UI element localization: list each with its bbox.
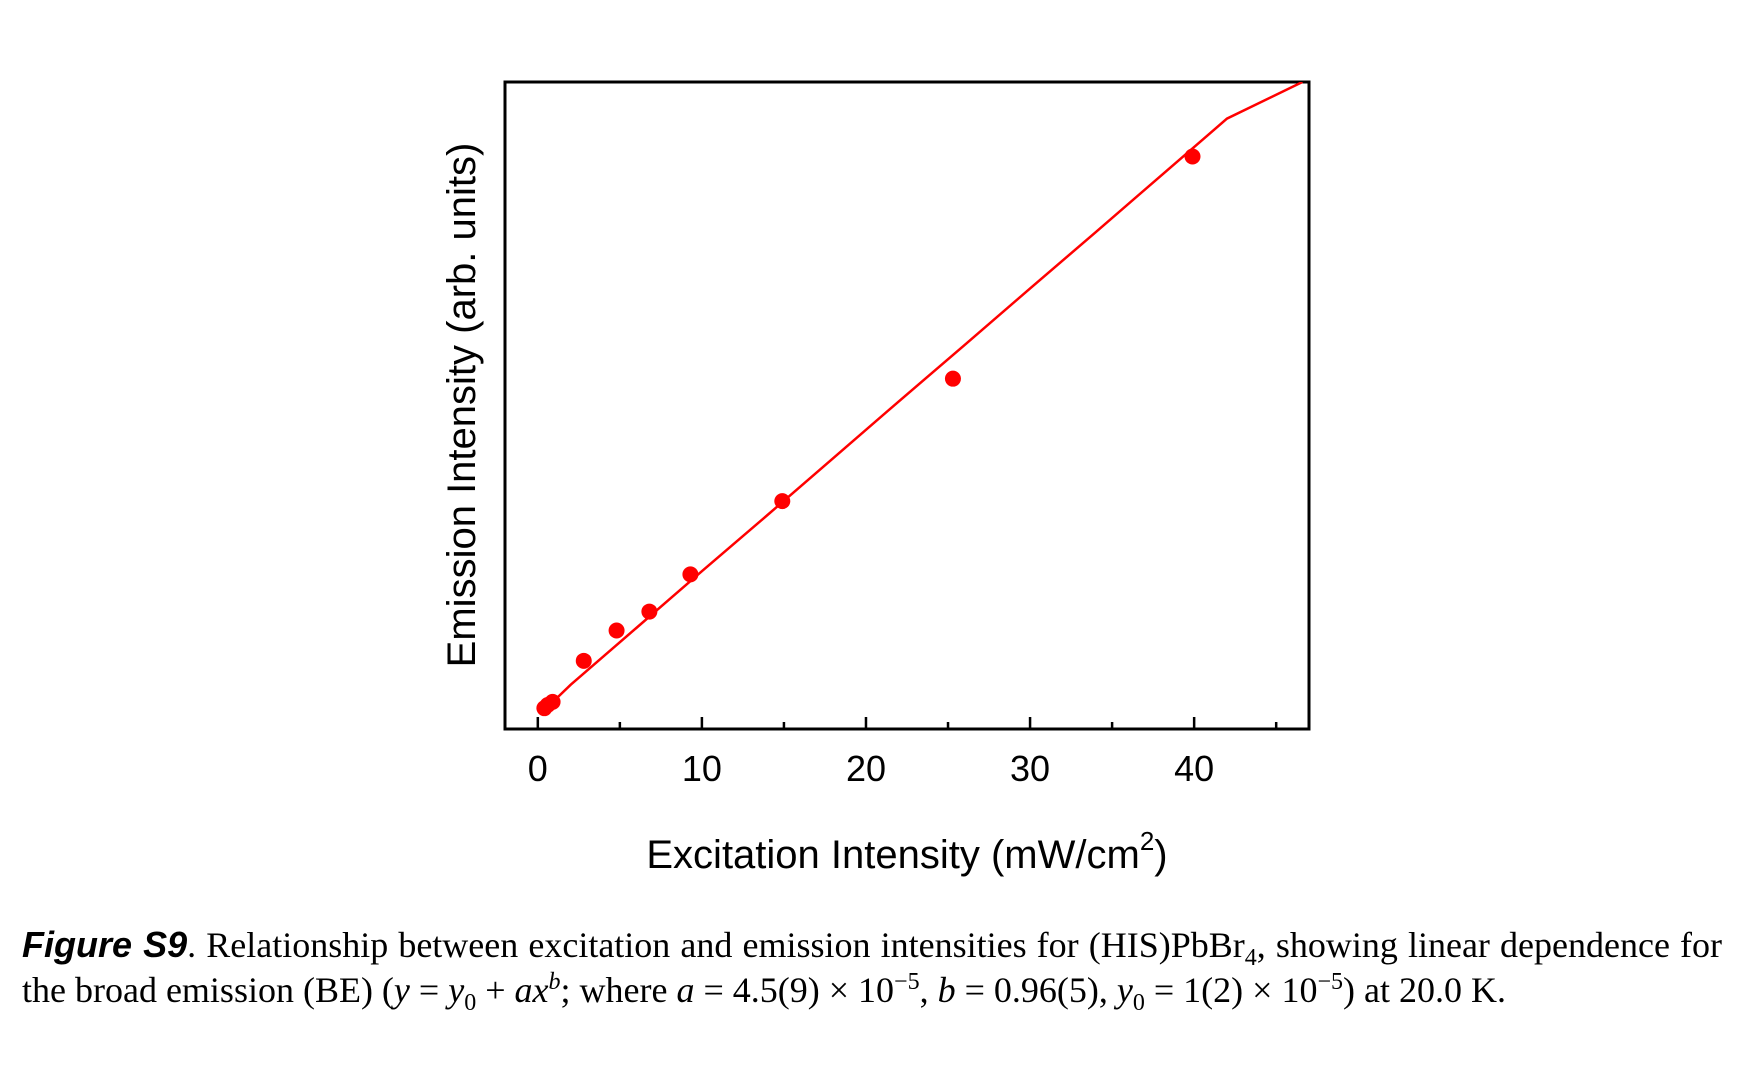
- data-point: [944, 370, 961, 387]
- caption-text: ,: [919, 970, 938, 1010]
- caption-text: +: [476, 970, 515, 1010]
- figure-caption: Figure S9. Relationship between excitati…: [22, 922, 1722, 1017]
- caption-text: , showing linear dependence for the broa…: [22, 925, 1722, 1010]
- caption-var: b: [937, 970, 956, 1010]
- data-point: [641, 603, 658, 620]
- caption-var: y: [393, 970, 410, 1010]
- caption-sup: b: [548, 969, 561, 995]
- plot-area: [536, 82, 1303, 717]
- data-point: [1184, 148, 1201, 165]
- caption-text: ) at 20.0 K.: [1343, 970, 1506, 1010]
- caption-sup: −5: [894, 969, 920, 995]
- caption-label: Figure S9: [22, 924, 188, 965]
- x-axis-tick-labels: 0 10 20 30 40: [528, 748, 1214, 789]
- caption-text: ; where: [560, 970, 677, 1010]
- data-point: [575, 652, 592, 669]
- caption-var: ax: [514, 970, 549, 1010]
- caption-sub: 4: [1244, 945, 1257, 972]
- caption-var: y: [1116, 970, 1133, 1010]
- x-axis-ticks: [536, 717, 1278, 729]
- caption-text: = 4.5(9) × 10: [694, 970, 895, 1010]
- caption-var: y: [448, 970, 465, 1010]
- data-point: [544, 693, 561, 710]
- data-point: [774, 493, 791, 510]
- caption-text: . Relationship between excitation and em…: [187, 925, 1245, 965]
- plot-frame: [503, 80, 1311, 731]
- chart: 0 10 20 30 40 Excitation Intensity (mW/cm2) …: [440, 80, 1311, 877]
- x-tick-label: 20: [846, 748, 886, 789]
- data-point: [682, 566, 699, 583]
- caption-var: a: [676, 970, 695, 1010]
- x-tick-label: 0: [528, 748, 548, 789]
- caption-text: =: [409, 970, 449, 1010]
- fit-line: [540, 82, 1303, 715]
- caption-sub: 0: [464, 990, 477, 1017]
- x-axis-title: Excitation Intensity (mW/cm2): [646, 826, 1167, 877]
- x-tick-label: 40: [1174, 748, 1214, 789]
- caption-sup: −5: [1317, 969, 1343, 995]
- caption-text: = 0.96(5),: [955, 970, 1117, 1010]
- y-axis-title: Emission Intensity (arb. units): [440, 143, 484, 668]
- x-tick-label: 10: [682, 748, 722, 789]
- caption-sub: 0: [1132, 990, 1145, 1017]
- caption-text: = 1(2) × 10: [1144, 970, 1318, 1010]
- x-tick-label: 30: [1010, 748, 1050, 789]
- data-point: [608, 622, 625, 639]
